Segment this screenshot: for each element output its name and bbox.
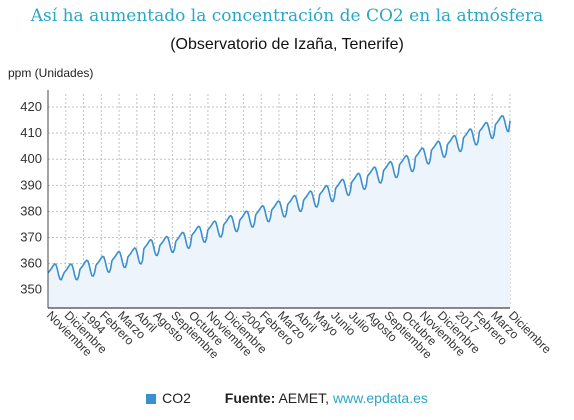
source-link[interactable]: www.epdata.es xyxy=(332,390,428,406)
y-tick-label: 350 xyxy=(20,282,42,297)
legend-swatch-co2 xyxy=(146,394,157,404)
source-name: AEMET, xyxy=(278,390,330,406)
legend-label-co2[interactable]: CO2 xyxy=(162,390,191,406)
y-tick-label: 400 xyxy=(20,151,42,166)
source-label: Fuente: xyxy=(224,390,276,406)
chart-title: Así ha aumentado la concentración de CO2… xyxy=(30,6,544,26)
y-tick-label: 410 xyxy=(20,125,42,140)
co2-series-line xyxy=(47,114,511,281)
y-tick-label: 360 xyxy=(20,256,42,271)
y-tick-label: 370 xyxy=(20,230,42,245)
footer: CO2 Fuente: AEMET, www.epdata.es xyxy=(0,390,574,406)
chart-subtitle: (Observatorio de Izaña, Tenerife) xyxy=(170,36,404,53)
y-tick-label: 420 xyxy=(20,99,42,114)
co2-area-fill xyxy=(48,115,510,308)
y-tick-label: 380 xyxy=(20,203,42,218)
y-axis-label: ppm (Unidades) xyxy=(8,66,94,80)
y-tick-label: 390 xyxy=(20,177,42,192)
